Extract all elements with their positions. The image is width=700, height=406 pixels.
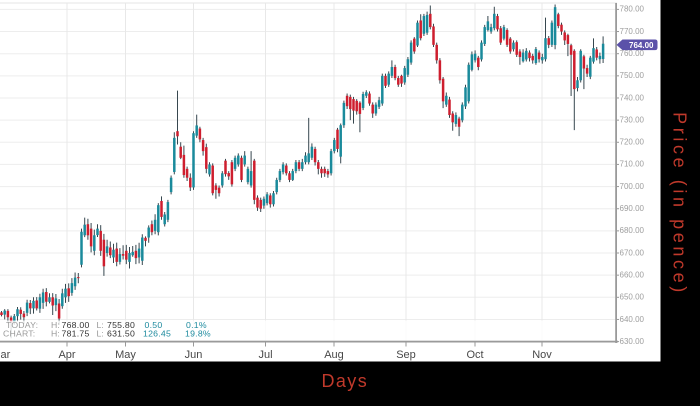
svg-text:720.00: 720.00 [620, 138, 645, 147]
svg-text:781.75: 781.75 [62, 328, 90, 338]
svg-text:631.50: 631.50 [107, 328, 135, 338]
svg-text:755.80: 755.80 [107, 320, 135, 330]
svg-text:Nov: Nov [532, 349, 552, 361]
svg-text:630.00: 630.00 [620, 337, 645, 346]
svg-text:Jun: Jun [185, 349, 203, 361]
svg-text:670.00: 670.00 [620, 248, 645, 257]
svg-text:650.00: 650.00 [620, 293, 645, 302]
svg-text:680.00: 680.00 [620, 226, 645, 235]
svg-text:760.00: 760.00 [620, 49, 645, 58]
svg-text:Oct: Oct [466, 349, 483, 361]
svg-text:L:: L: [97, 320, 104, 330]
svg-text:Mar: Mar [0, 349, 11, 361]
svg-text:CHART:: CHART: [3, 328, 35, 338]
svg-text:0.1%: 0.1% [186, 320, 207, 330]
svg-text:Sep: Sep [396, 349, 416, 361]
svg-text:May: May [115, 349, 136, 361]
svg-text:Apr: Apr [58, 349, 75, 361]
svg-text:TODAY:: TODAY: [6, 320, 38, 330]
svg-text:764.00: 764.00 [629, 41, 654, 50]
svg-text:Jul: Jul [258, 349, 272, 361]
svg-text:H:: H: [51, 320, 60, 330]
svg-text:700.00: 700.00 [620, 182, 645, 191]
svg-text:126.45: 126.45 [143, 328, 171, 338]
svg-text:Aug: Aug [324, 349, 344, 361]
svg-text:740.00: 740.00 [620, 93, 645, 102]
svg-text:690.00: 690.00 [620, 204, 645, 213]
svg-text:0.50: 0.50 [145, 320, 163, 330]
svg-text:Days: Days [321, 371, 368, 391]
svg-text:780.00: 780.00 [620, 5, 645, 14]
svg-text:640.00: 640.00 [620, 315, 645, 324]
svg-text:750.00: 750.00 [620, 71, 645, 80]
svg-text:770.00: 770.00 [620, 27, 645, 36]
svg-text:19.8%: 19.8% [185, 328, 211, 338]
svg-text:768.00: 768.00 [62, 320, 90, 330]
svg-text:730.00: 730.00 [620, 115, 645, 124]
svg-text:L:: L: [97, 328, 104, 338]
svg-text:710.00: 710.00 [620, 160, 645, 169]
svg-text:660.00: 660.00 [620, 270, 645, 279]
svg-text:H:: H: [51, 328, 60, 338]
svg-text:Price (in pence): Price (in pence) [670, 112, 690, 296]
